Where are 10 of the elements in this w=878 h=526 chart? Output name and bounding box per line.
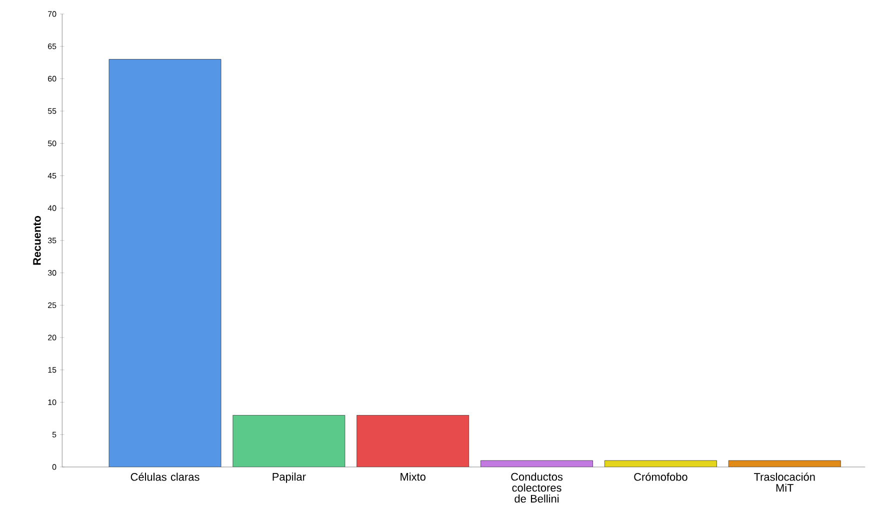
bar	[604, 460, 717, 467]
bar	[728, 460, 841, 467]
x-tick-label: Crómofobo	[634, 472, 688, 481]
x-tick-label: Conductos colectores de Bellini	[511, 472, 563, 503]
x-tick-label: Células claras	[130, 472, 200, 481]
y-axis-title: Recuento	[33, 216, 41, 265]
x-tick-label: Traslocación MiT	[754, 472, 815, 492]
bar	[480, 460, 593, 467]
x-tick-label: Mixto	[400, 472, 426, 481]
x-tick-label: Papilar	[272, 472, 306, 483]
